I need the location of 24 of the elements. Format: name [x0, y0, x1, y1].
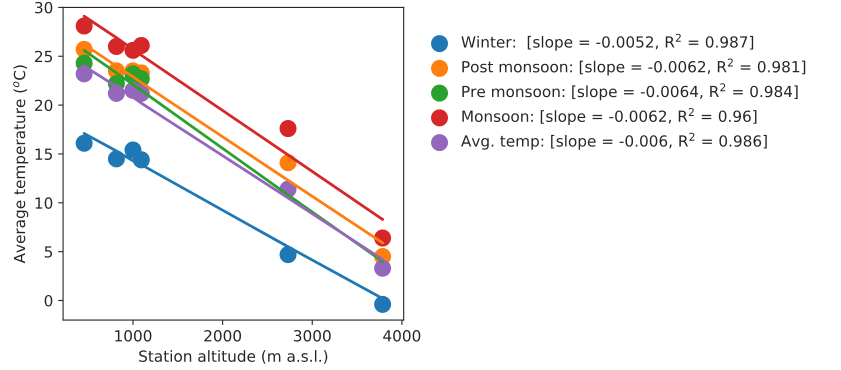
x-tick-label: 2000: [204, 330, 242, 342]
y-tick-label: 15: [36, 148, 52, 160]
legend-label: Pre monsoon: [slope = -0.0064, R$^{2}$ = 0.984]: [462, 83, 798, 100]
point: [374, 296, 392, 313]
point: [76, 134, 93, 152]
legend-label: Monsoon: [slope = -0.0062, R$^{2}$ = 0.96]: [462, 108, 756, 125]
y-tick-label: 10: [36, 197, 52, 209]
y-tick-label: 25: [35, 50, 52, 62]
point: [280, 120, 297, 138]
y-tick-label: 30: [35, 2, 52, 14]
y-axis-title: Average temperature ($^{o}$C): [13, 65, 28, 264]
point: [76, 17, 93, 34]
legend-label: Avg. temp: [slope = -0.006, R$^{2}$ = 0.986]: [461, 132, 767, 150]
x-tick-label: 3000: [294, 330, 331, 342]
legend-label: Post monsoon: [slope = -0.0062, R$^{2}$ = 0.981]: [462, 58, 806, 76]
y-tick-label: 20: [35, 100, 52, 112]
legend-label: Winter: [slope = -0.0052, R$^{2}$ = 0.987]: [461, 34, 754, 51]
y-tick-label: 0: [44, 294, 52, 307]
x-axis-title: Station altitude (m a.s.l.): [139, 350, 328, 364]
point: [374, 260, 392, 277]
x-tick-label: 4000: [383, 330, 420, 342]
point: [132, 37, 150, 54]
x-tick-label: 1000: [115, 330, 152, 342]
y-tick-label: 5: [44, 246, 52, 258]
